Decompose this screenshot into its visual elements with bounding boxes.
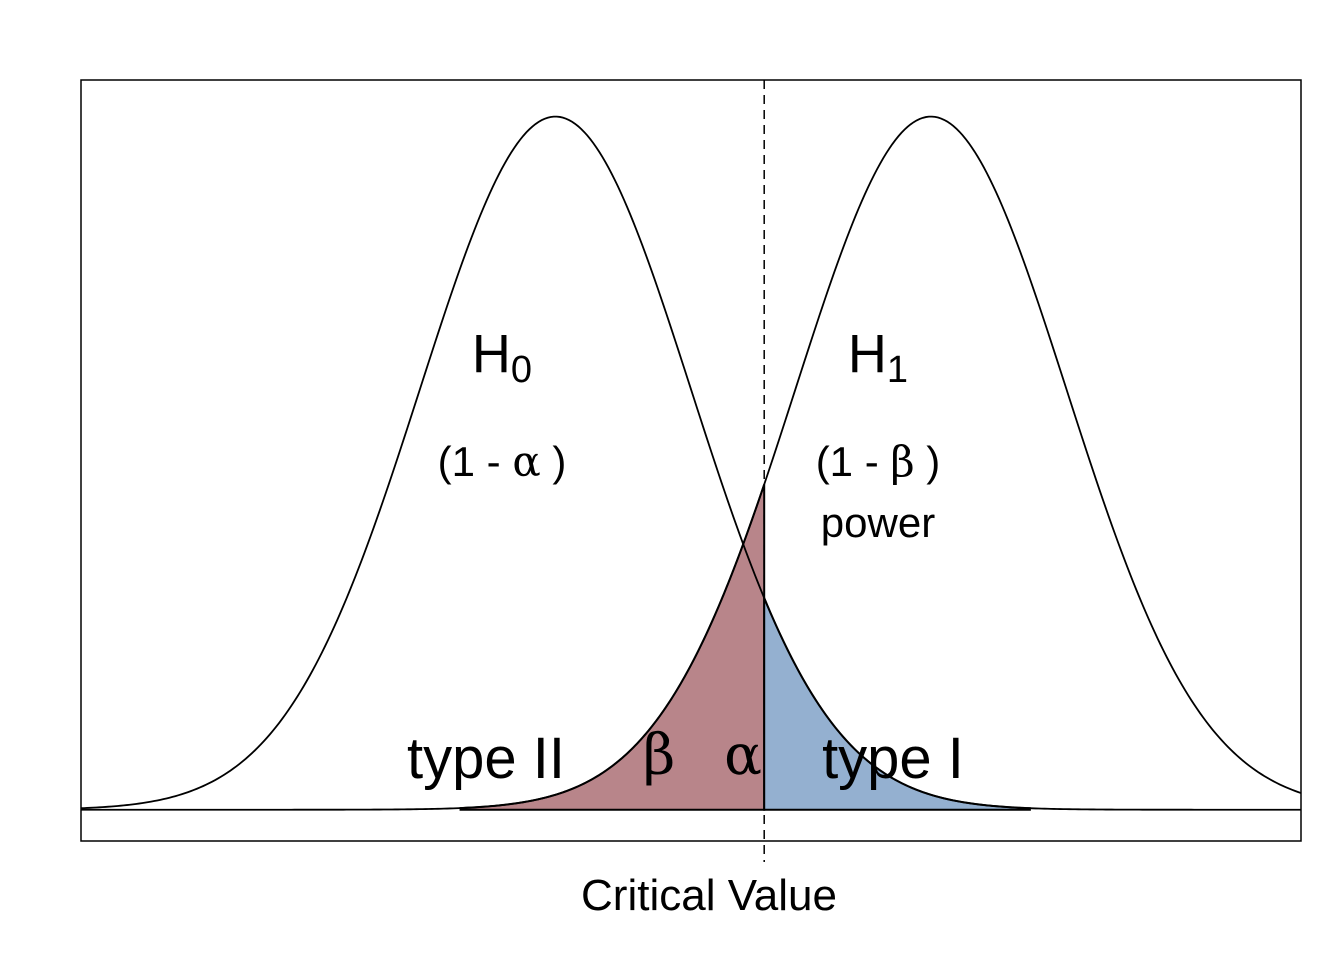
alpha-symbol: α (724, 723, 762, 788)
h0-label: H0 (472, 324, 532, 391)
beta-symbol: β (643, 723, 675, 788)
plot-frame (80, 79, 1302, 842)
density-curves (80, 115, 1302, 811)
type-ii-label: type II (407, 726, 565, 791)
critical-value-label: Critical Value (581, 871, 837, 920)
h1-density-curve (81, 115, 1302, 811)
h0-density-curve (80, 115, 1301, 811)
h1-label: H1 (848, 324, 908, 391)
h0-area-label: (1 - α ) (438, 437, 567, 486)
power-label: power (821, 499, 935, 546)
type-i-label: type I (822, 726, 964, 791)
h1-area-label: (1 - β ) (816, 437, 941, 486)
